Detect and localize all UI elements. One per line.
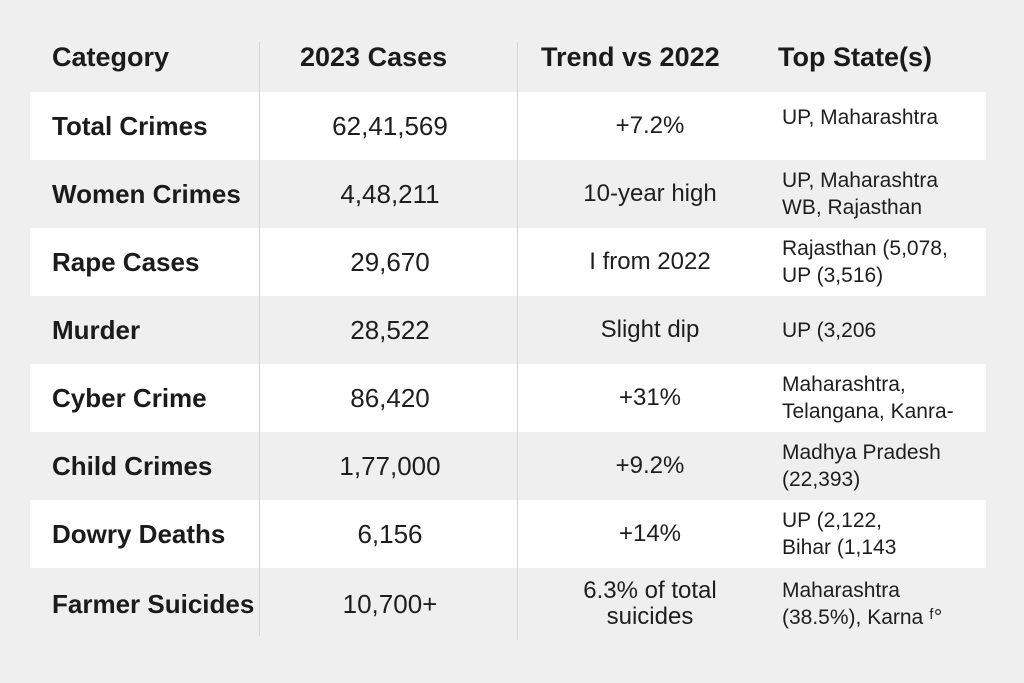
trend-line: +7.2% <box>615 112 685 139</box>
state-line: (22,393) <box>782 468 861 491</box>
header-trend-vs-2022: Trend vs 2022 <box>541 42 720 72</box>
header-top-states: Top State(s) <box>778 42 932 72</box>
cases-cell: 1,77,000 <box>339 450 441 481</box>
column-divider <box>259 42 260 636</box>
header-2023-cases: 2023 Cases <box>300 42 448 72</box>
category-cell: Farmer Suicides <box>52 588 255 619</box>
state-line: (38.5%), Karna ᶠ° <box>782 606 943 629</box>
top-states-cell: Maharashtra (38.5%), Karna ᶠ° <box>782 568 992 640</box>
trend-cell: +7.2% <box>535 92 765 160</box>
category-cell: Women Crimes <box>52 178 241 209</box>
state-line: UP (2,122, <box>782 509 883 532</box>
table-row: Rape Cases 29,670 I from 2022 Rajasthan (5,… <box>30 228 986 296</box>
category-cell: Rape Cases <box>52 246 200 277</box>
category-cell: Dowry Deaths <box>52 518 226 549</box>
state-line: Madhya Pradesh <box>782 441 941 464</box>
cases-cell: 10,700+ <box>342 588 438 619</box>
cases-cell: 86,420 <box>350 382 430 413</box>
state-line: Telangana, Kanra- <box>782 400 954 423</box>
table-header-row: Category 2023 Cases Trend vs 2022 Top St… <box>30 28 990 86</box>
cases-cell: 29,670 <box>350 246 430 277</box>
table-row: Total Crimes 62,41,569 +7.2% UP, Maharashtr… <box>30 92 986 160</box>
table-row: Cyber Crime 86,420 +31% Maharashtra, Telanga… <box>30 364 986 432</box>
trend-line: I from 2022 <box>589 248 711 275</box>
cases-cell: 62,41,569 <box>332 110 448 141</box>
trend-cell: 10-year high <box>535 160 765 228</box>
table-row: Child Crimes 1,77,000 +9.2% Madhya Pradesh (… <box>30 432 986 500</box>
trend-line: 10-year high <box>583 180 717 207</box>
state-line: WB, Rajasthan <box>782 196 923 219</box>
cases-cell: 28,522 <box>350 314 430 345</box>
trend-cell: +9.2% <box>535 432 765 500</box>
trend-line: +14% <box>618 520 682 547</box>
category-cell: Total Crimes <box>52 110 208 141</box>
table-row: Women Crimes 4,48,211 10-year high UP, Maha… <box>30 160 986 228</box>
top-states-cell: UP, Maharashtra <box>782 92 992 172</box>
header-category: Category <box>52 42 170 72</box>
trend-line: +31% <box>618 384 682 411</box>
top-states-cell: UP (3,206 <box>782 296 992 364</box>
state-line: Maharashtra, <box>782 373 906 396</box>
cases-cell: 4,48,211 <box>340 178 440 209</box>
trend-line: +9.2% <box>615 452 685 479</box>
top-states-cell: Maharashtra, Telangana, Kanra- <box>782 364 992 432</box>
state-line: UP, Maharashtra <box>782 169 939 192</box>
trend-cell: I from 2022 <box>535 228 765 296</box>
table-row: Farmer Suicides 10,700+ 6.3% of total suici… <box>30 568 986 640</box>
top-states-cell: Madhya Pradesh (22,393) <box>782 432 992 500</box>
top-states-cell: UP (2,122, Bihar (1,143 <box>782 500 992 568</box>
state-line: Maharashtra <box>782 579 900 602</box>
category-cell: Cyber Crime <box>52 382 207 413</box>
trend-line: 6.3% of total <box>583 577 717 604</box>
trend-line: Slight dip <box>600 316 700 343</box>
table-row: Dowry Deaths 6,156 +14% UP (2,122, Bihar (1,… <box>30 500 986 568</box>
column-divider <box>517 42 518 640</box>
state-line: UP (3,516) <box>782 264 884 287</box>
top-states-cell: UP, Maharashtra WB, Rajasthan <box>782 160 992 228</box>
trend-cell: Slight dip <box>535 296 765 364</box>
state-line: Bihar (1,143 <box>782 536 897 559</box>
category-cell: Murder <box>52 314 141 345</box>
state-line: Rajasthan (5,078, <box>782 237 948 260</box>
trend-cell: +14% <box>535 500 765 568</box>
trend-cell: +31% <box>535 364 765 432</box>
category-cell: Child Crimes <box>52 450 213 481</box>
trend-line: suicides <box>606 603 694 630</box>
top-states-cell: Rajasthan (5,078, UP (3,516) <box>782 228 992 296</box>
table-row: Murder 28,522 Slight dip UP (3,206 <box>30 296 986 364</box>
cases-cell: 6,156 <box>357 518 423 549</box>
state-line: UP, Maharashtra <box>782 106 939 129</box>
state-line: UP (3,206 <box>782 318 877 342</box>
trend-cell: 6.3% of total suicides <box>535 568 765 640</box>
